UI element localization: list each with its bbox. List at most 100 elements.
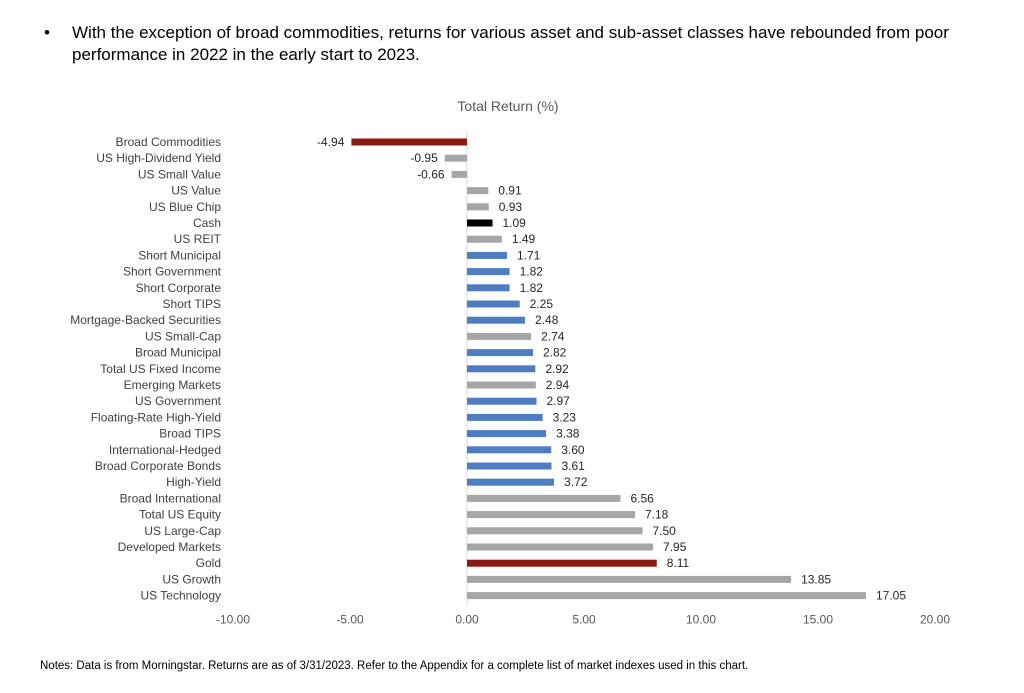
bar [467,316,526,324]
data-label: 3.72 [564,475,588,489]
plot-area: Broad Commodities -4.94 US High-Dividend Y… [70,132,950,627]
x-tick-label: 15.00 [803,613,833,627]
category-label: Developed Markets [118,540,221,554]
data-label: 8.11 [667,556,690,570]
bar [467,446,552,454]
bar [467,381,536,389]
data-label: 7.95 [663,540,687,554]
data-label: 3.23 [553,410,577,424]
bar [467,543,654,551]
category-label: High-Yield [166,475,221,489]
bar [467,511,636,519]
bar [467,527,643,535]
data-label: 0.91 [498,184,522,198]
data-label: 6.56 [631,491,655,505]
bar [467,219,493,227]
data-label: 1.09 [503,216,527,230]
data-label: 3.61 [561,459,585,473]
data-label: 1.71 [517,248,541,262]
category-label: US Government [135,394,222,408]
data-label: 7.50 [653,524,677,538]
chart-title: Total Return (%) [457,98,558,114]
bar [467,349,533,357]
data-label: 3.60 [561,443,585,457]
category-label: US Small-Cap [145,329,221,343]
bar [467,235,502,243]
x-tick-label: 10.00 [686,613,716,627]
data-label: 2.94 [546,378,570,392]
bar [467,284,510,292]
summary-text: With the exception of broad commodities,… [72,23,949,64]
category-label: Short Municipal [138,248,221,262]
category-label: Broad International [120,491,221,505]
chart-notes: Notes: Data is from Morningstar. Returns… [40,660,749,672]
category-label: Total US Fixed Income [100,362,221,376]
category-label: International-Hedged [109,443,221,457]
bar [467,462,552,470]
bar [467,300,520,308]
bar [467,494,621,502]
category-label: US Large-Cap [144,524,221,538]
data-label: 2.48 [535,313,559,327]
category-label: US High-Dividend Yield [96,151,221,165]
category-label: US Value [171,184,221,198]
data-label: 2.74 [541,329,565,343]
category-label: US Technology [141,589,222,603]
category-label: Broad Commodities [116,135,221,149]
bar [467,559,657,567]
bar [467,575,792,583]
category-label: Short Government [123,265,222,279]
data-label: -4.94 [317,135,345,149]
category-label: Total US Equity [139,508,221,522]
data-label: 0.93 [499,200,523,214]
data-label: 2.92 [545,362,569,376]
category-label: US REIT [174,232,222,246]
summary-bullet: • With the exception of broad commoditie… [40,22,1000,66]
bar [467,430,547,438]
bar [444,154,467,162]
category-label: Broad TIPS [159,427,221,441]
bar [451,170,467,178]
x-tick-label: 20.00 [920,613,950,627]
data-label: 13.85 [801,572,831,586]
category-label: Emerging Markets [124,378,221,392]
category-label: Broad Corporate Bonds [95,459,221,473]
bar [467,478,555,486]
x-tick-label: -10.00 [216,613,250,627]
bar [467,592,866,600]
x-tick-label: 0.00 [455,613,479,627]
category-label: US Blue Chip [149,200,221,214]
bar [467,251,508,259]
bar [467,397,537,405]
data-label: 1.82 [520,265,544,279]
data-label: 7.18 [645,508,669,522]
category-label: Cash [193,216,221,230]
total-return-bar-chart: Total Return (%) Broad Commodities -4.94 U… [70,98,950,627]
data-label: 2.82 [543,346,567,360]
bullet-symbol: • [44,23,50,42]
category-label: Mortgage-Backed Securities [70,313,221,327]
data-label: 3.38 [556,427,580,441]
category-label: Short TIPS [163,297,221,311]
bar [467,413,543,421]
category-label: Short Corporate [136,281,222,295]
category-label: US Small Value [138,167,221,181]
data-label: 1.82 [520,281,544,295]
bar [467,268,510,276]
category-label: Broad Municipal [135,346,221,360]
category-label: US Growth [162,572,221,586]
data-label: 17.05 [876,589,906,603]
data-label: 1.49 [512,232,536,246]
data-label: -0.95 [410,151,438,165]
bar [467,332,532,340]
data-label: -0.66 [417,167,445,181]
bar [467,203,489,211]
bar [351,138,467,146]
category-label: Gold [196,556,221,570]
x-tick-label: -5.00 [336,613,364,627]
bar [467,365,536,373]
data-label: 2.97 [546,394,570,408]
data-label: 2.25 [530,297,554,311]
x-tick-label: 5.00 [572,613,596,627]
category-label: Floating-Rate High-Yield [91,410,221,424]
